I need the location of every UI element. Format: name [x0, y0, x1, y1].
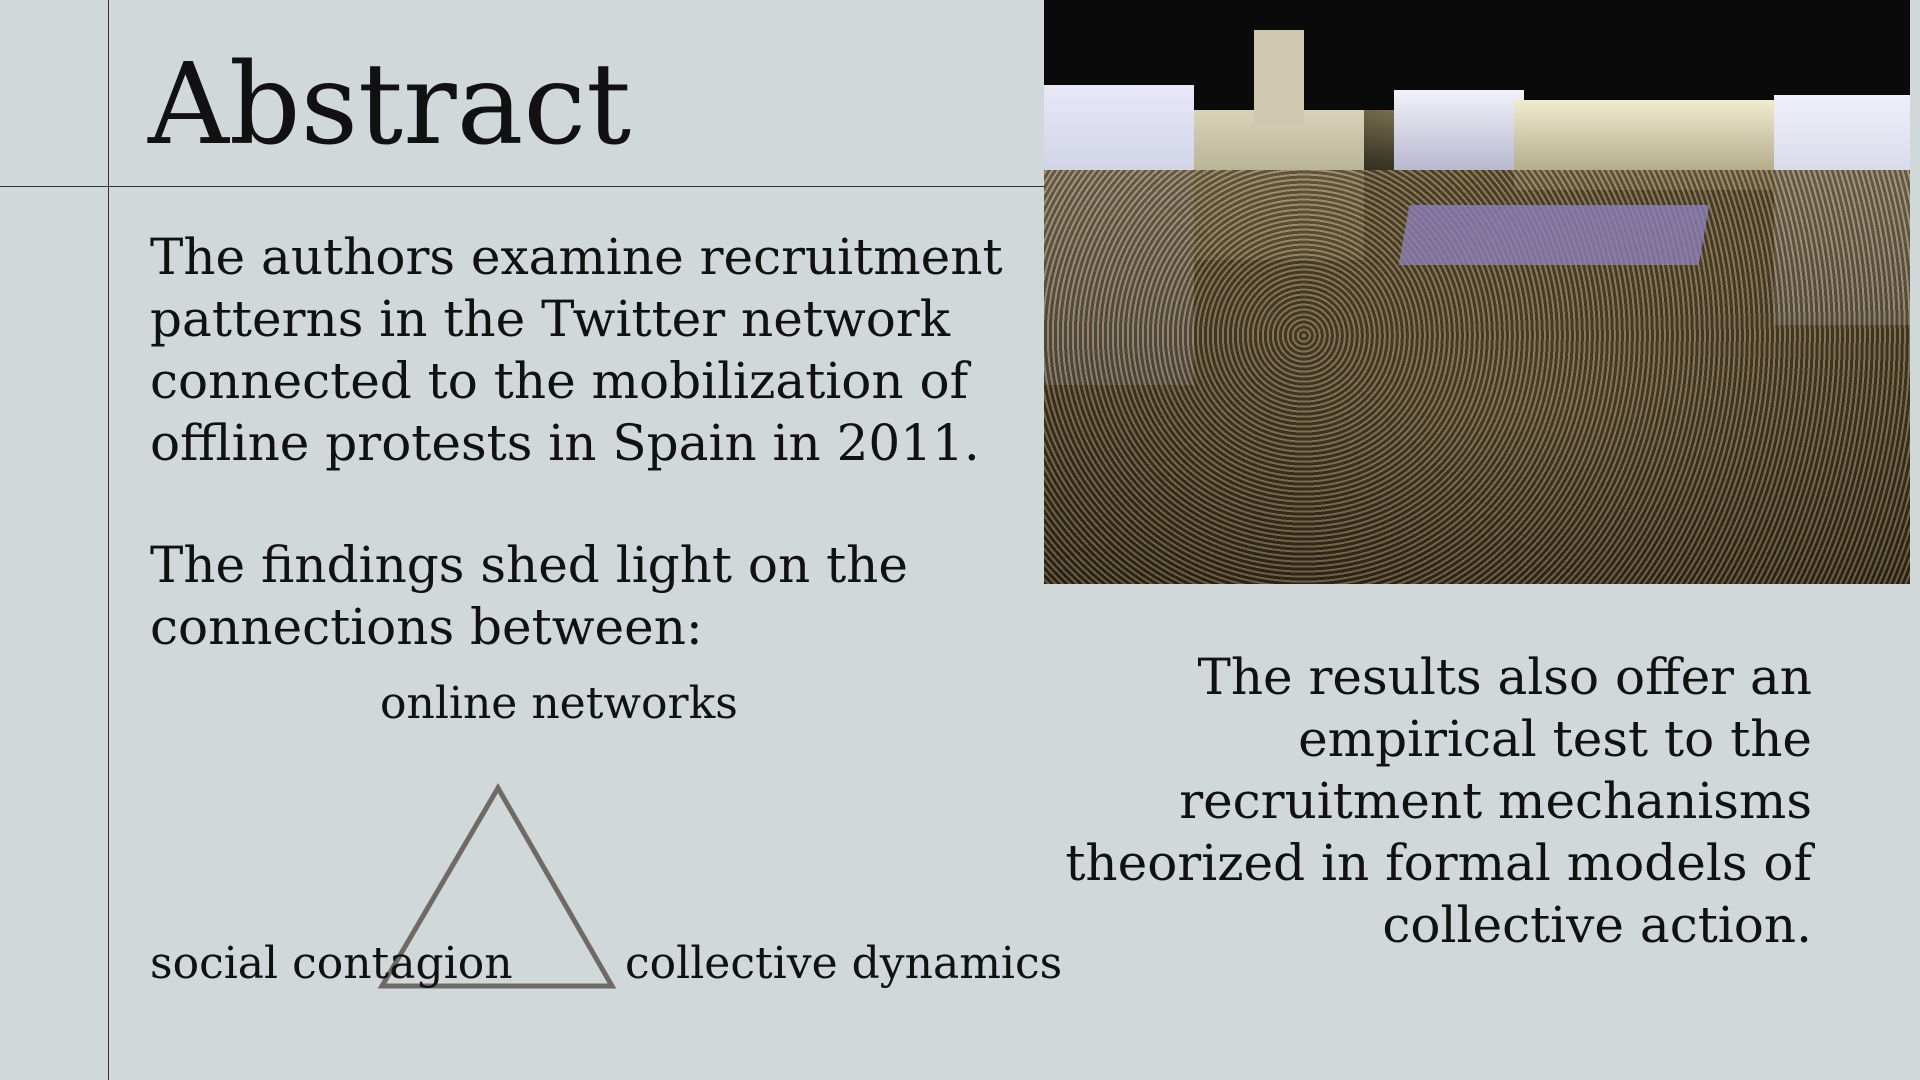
horizontal-rule — [0, 186, 1044, 187]
triangle-shape — [377, 783, 617, 989]
diagram-label-social-contagion: social contagion — [150, 938, 513, 989]
connections-triangle — [377, 783, 617, 989]
results-paragraph: The results also offer an empirical test… — [1065, 648, 1812, 954]
diagram-label-collective-dynamics: collective dynamics — [625, 938, 1063, 989]
vertical-rule — [108, 0, 109, 1080]
findings-paragraph: The findings shed light on the connectio… — [150, 536, 908, 656]
protest-crowd-photo — [1044, 0, 1910, 584]
diagram-label-online-networks: online networks — [380, 678, 738, 729]
intro-paragraph: The authors examine recruitment patterns… — [150, 228, 1003, 472]
slide-title: Abstract — [148, 40, 632, 170]
